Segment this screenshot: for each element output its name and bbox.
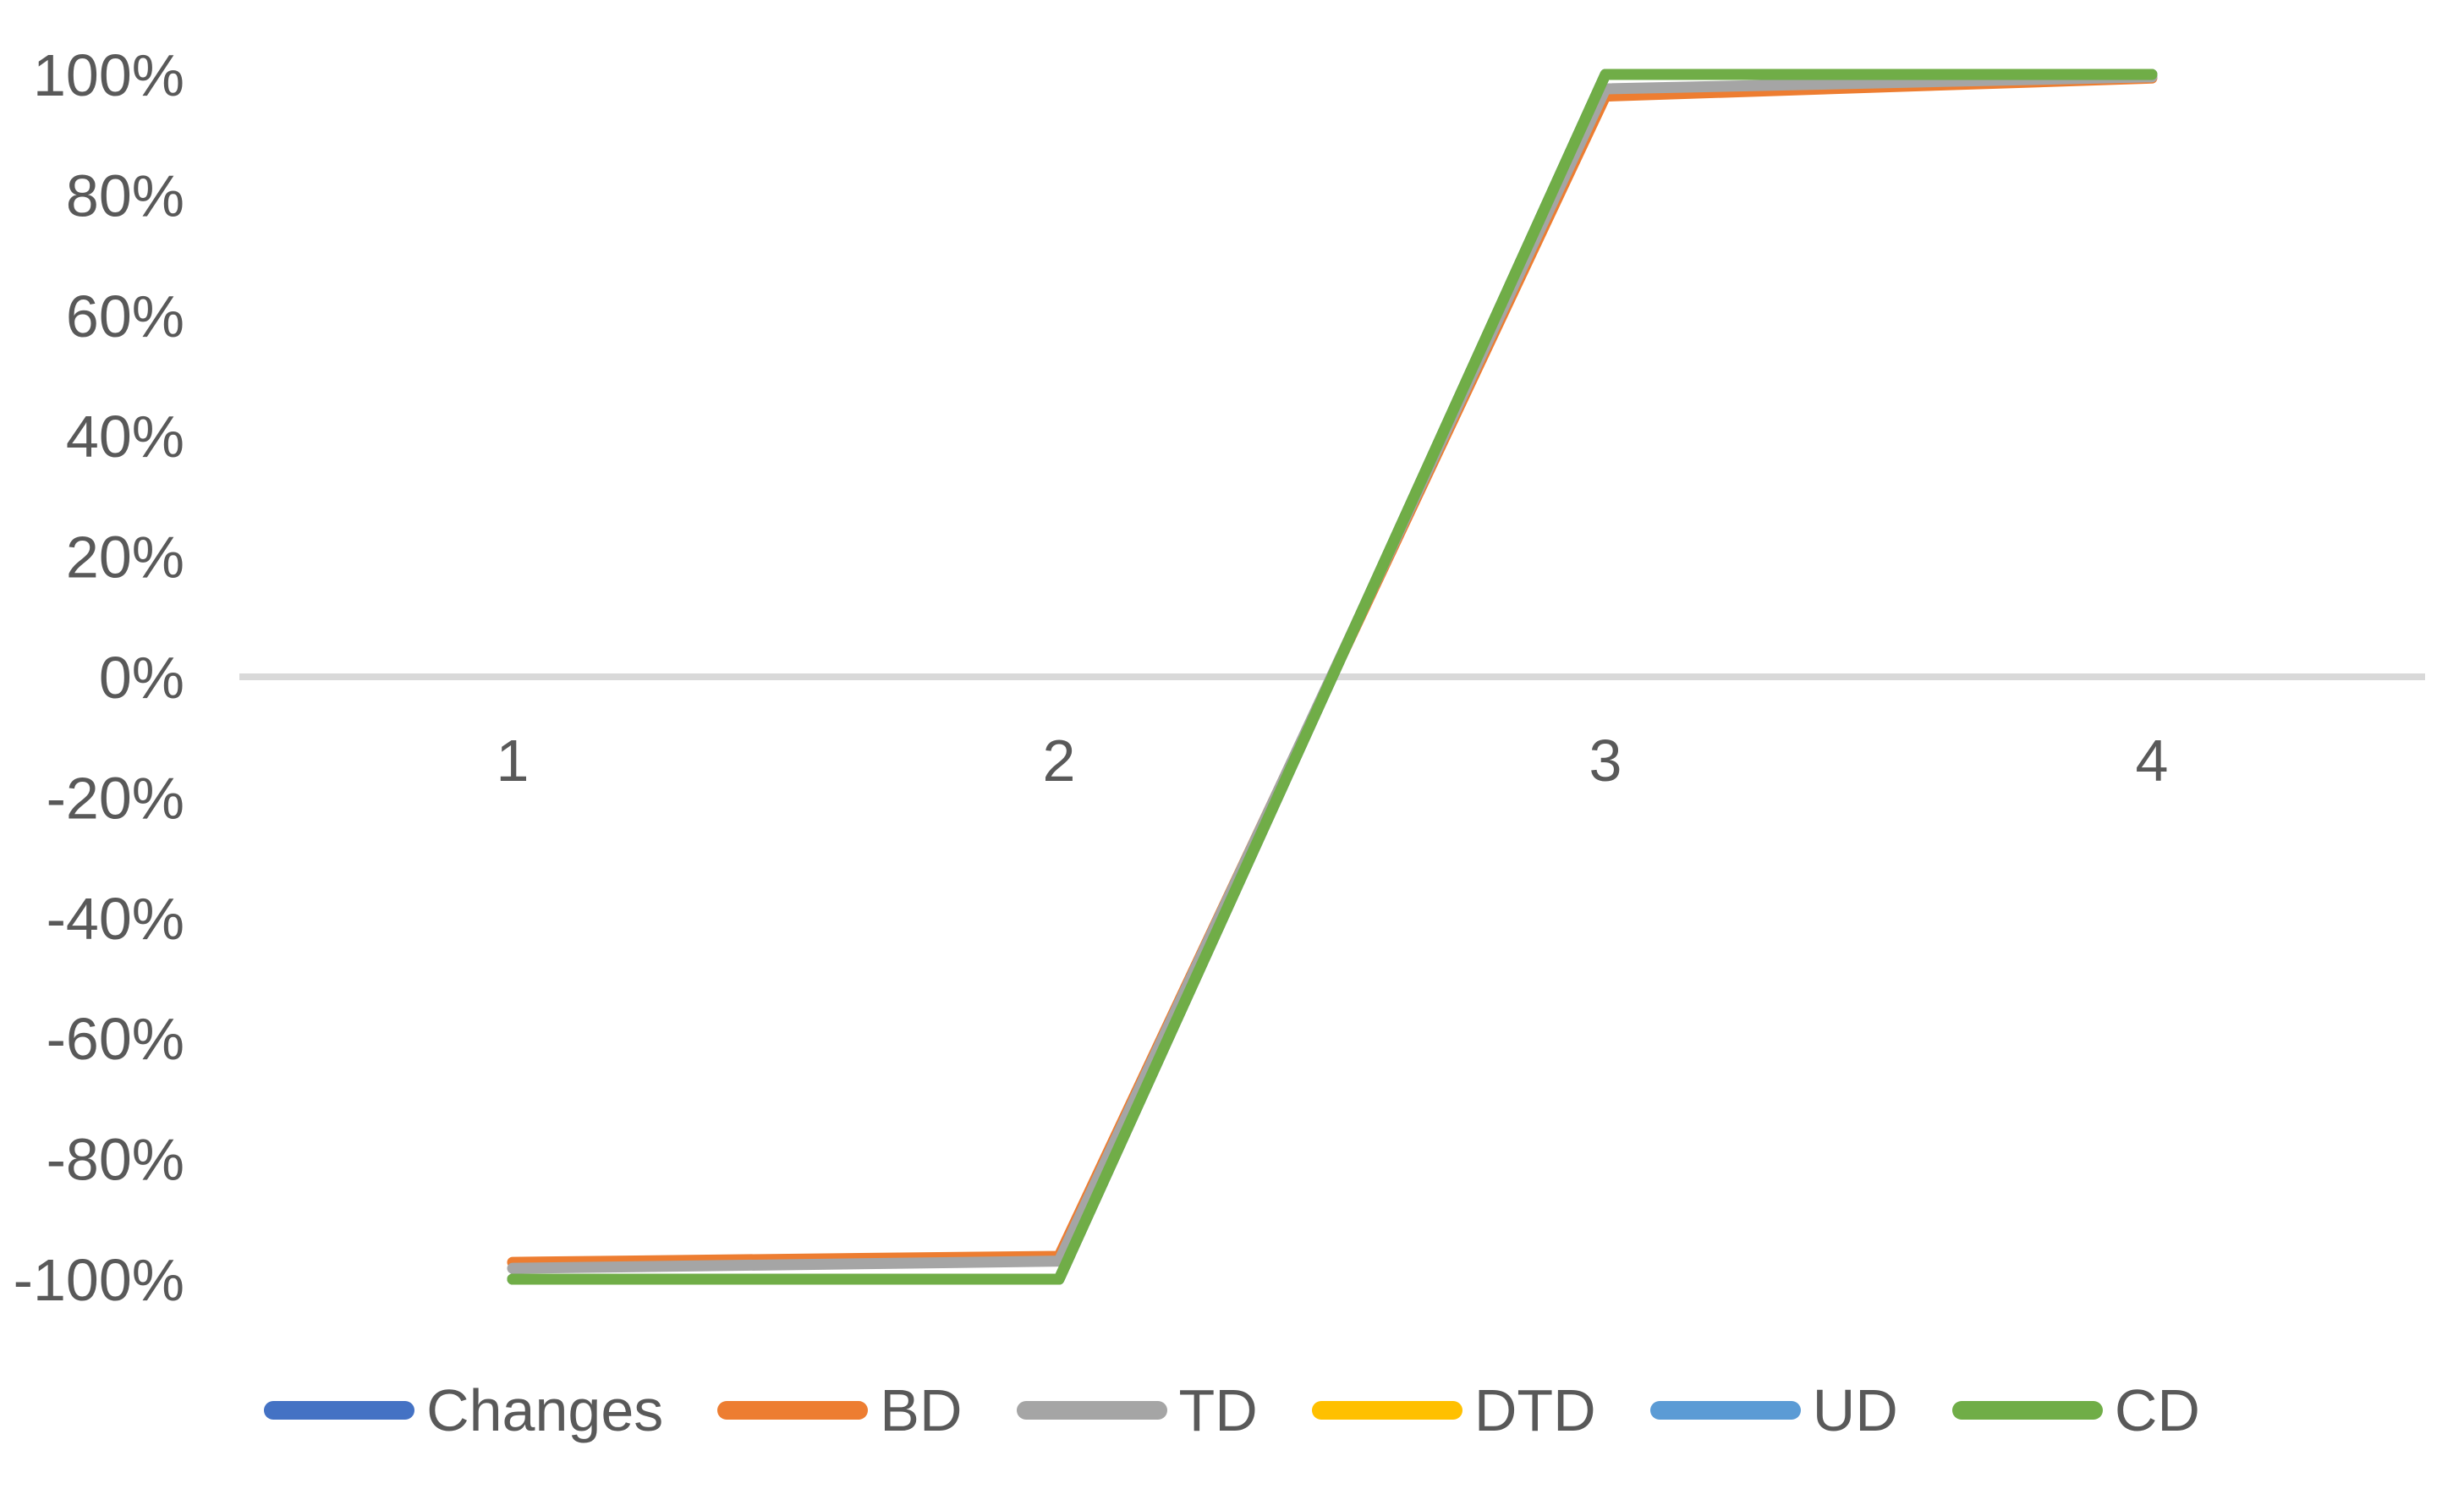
legend-swatch-ud xyxy=(1649,1401,1801,1420)
series-line-cd xyxy=(507,69,2158,1285)
legend-swatch-dtd xyxy=(1311,1401,1462,1420)
y-tick-label: 20% xyxy=(66,525,184,591)
x-axis-tick-labels: 1 2 3 4 xyxy=(497,728,2169,794)
legend-label-td: TD xyxy=(1178,1377,1258,1443)
x-tick-label: 1 xyxy=(497,728,530,794)
chart-legend: Changes BD TD DTD UD CD xyxy=(0,1381,2464,1440)
y-axis-tick-labels: 100% 80% 60% 40% 20% 0% -20% -40% -60% -80% -100% xyxy=(14,42,184,1313)
legend-label-bd: BD xyxy=(880,1377,963,1443)
y-tick-label: 0% xyxy=(99,645,184,711)
legend-swatch-bd xyxy=(717,1401,869,1420)
y-tick-label: -20% xyxy=(47,765,184,831)
y-tick-label: 80% xyxy=(66,162,184,228)
y-tick-label: -60% xyxy=(47,1006,184,1072)
legend-swatch-changes xyxy=(264,1401,415,1420)
legend-label-changes: Changes xyxy=(426,1377,664,1443)
legend-item-ud: UD xyxy=(1649,1377,1898,1443)
legend-item-dtd: DTD xyxy=(1311,1377,1596,1443)
legend-item-td: TD xyxy=(1016,1377,1258,1443)
legend-item-cd: CD xyxy=(1951,1377,2200,1443)
x-tick-label: 2 xyxy=(1043,728,1076,794)
y-tick-label: -40% xyxy=(47,886,184,952)
y-tick-label: 40% xyxy=(66,404,184,470)
y-tick-label: 60% xyxy=(66,283,184,349)
legend-label-ud: UD xyxy=(1812,1377,1898,1443)
legend-label-dtd: DTD xyxy=(1473,1377,1596,1443)
legend-swatch-td xyxy=(1016,1401,1167,1420)
legend-label-cd: CD xyxy=(2114,1377,2200,1443)
y-tick-label: -80% xyxy=(47,1127,184,1193)
legend-swatch-cd xyxy=(1951,1401,2103,1420)
x-tick-label: 4 xyxy=(2136,728,2169,794)
legend-item-bd: BD xyxy=(717,1377,963,1443)
y-tick-label: -100% xyxy=(14,1247,184,1313)
series-lines-group xyxy=(507,69,2158,1285)
legend-item-changes: Changes xyxy=(264,1381,663,1440)
y-tick-label: 100% xyxy=(33,42,184,108)
x-tick-label: 3 xyxy=(1589,728,1622,794)
